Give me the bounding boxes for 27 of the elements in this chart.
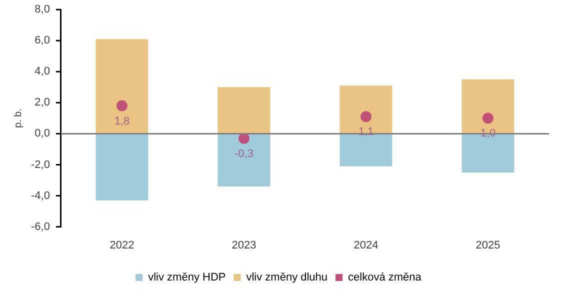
legend-label: celková změna xyxy=(348,272,422,284)
point xyxy=(360,111,372,122)
bar xyxy=(96,39,148,134)
legend-label: vliv změny dluhu xyxy=(246,272,328,284)
legend-label: vliv změny HDP xyxy=(148,272,226,284)
y-tick-label: 6,0 xyxy=(34,34,50,47)
point xyxy=(116,100,128,112)
bar xyxy=(218,134,270,186)
y-tick-label: -2,0 xyxy=(30,158,50,171)
x-tick-label: 2023 xyxy=(232,239,256,252)
y-axis-title: p. b. xyxy=(12,108,24,128)
data-label: 1,8 xyxy=(114,115,130,128)
y-tick-label: -6,0 xyxy=(30,220,50,233)
point xyxy=(482,112,494,124)
bar xyxy=(218,87,270,134)
y-tick-label: 8,0 xyxy=(34,4,50,16)
y-tick-label: 4,0 xyxy=(34,66,50,78)
y-tick-label: 2,0 xyxy=(34,96,50,109)
point xyxy=(238,132,250,144)
y-tick-label: 0,0 xyxy=(34,128,50,140)
data-label: -0,3 xyxy=(234,148,254,160)
y-tick-label: -4,0 xyxy=(30,190,50,202)
x-tick-label: 2024 xyxy=(354,239,378,252)
data-label: 1,0 xyxy=(480,128,496,140)
bar xyxy=(96,134,148,200)
x-tick-label: 2022 xyxy=(110,239,134,252)
x-tick-label: 2025 xyxy=(476,239,500,252)
